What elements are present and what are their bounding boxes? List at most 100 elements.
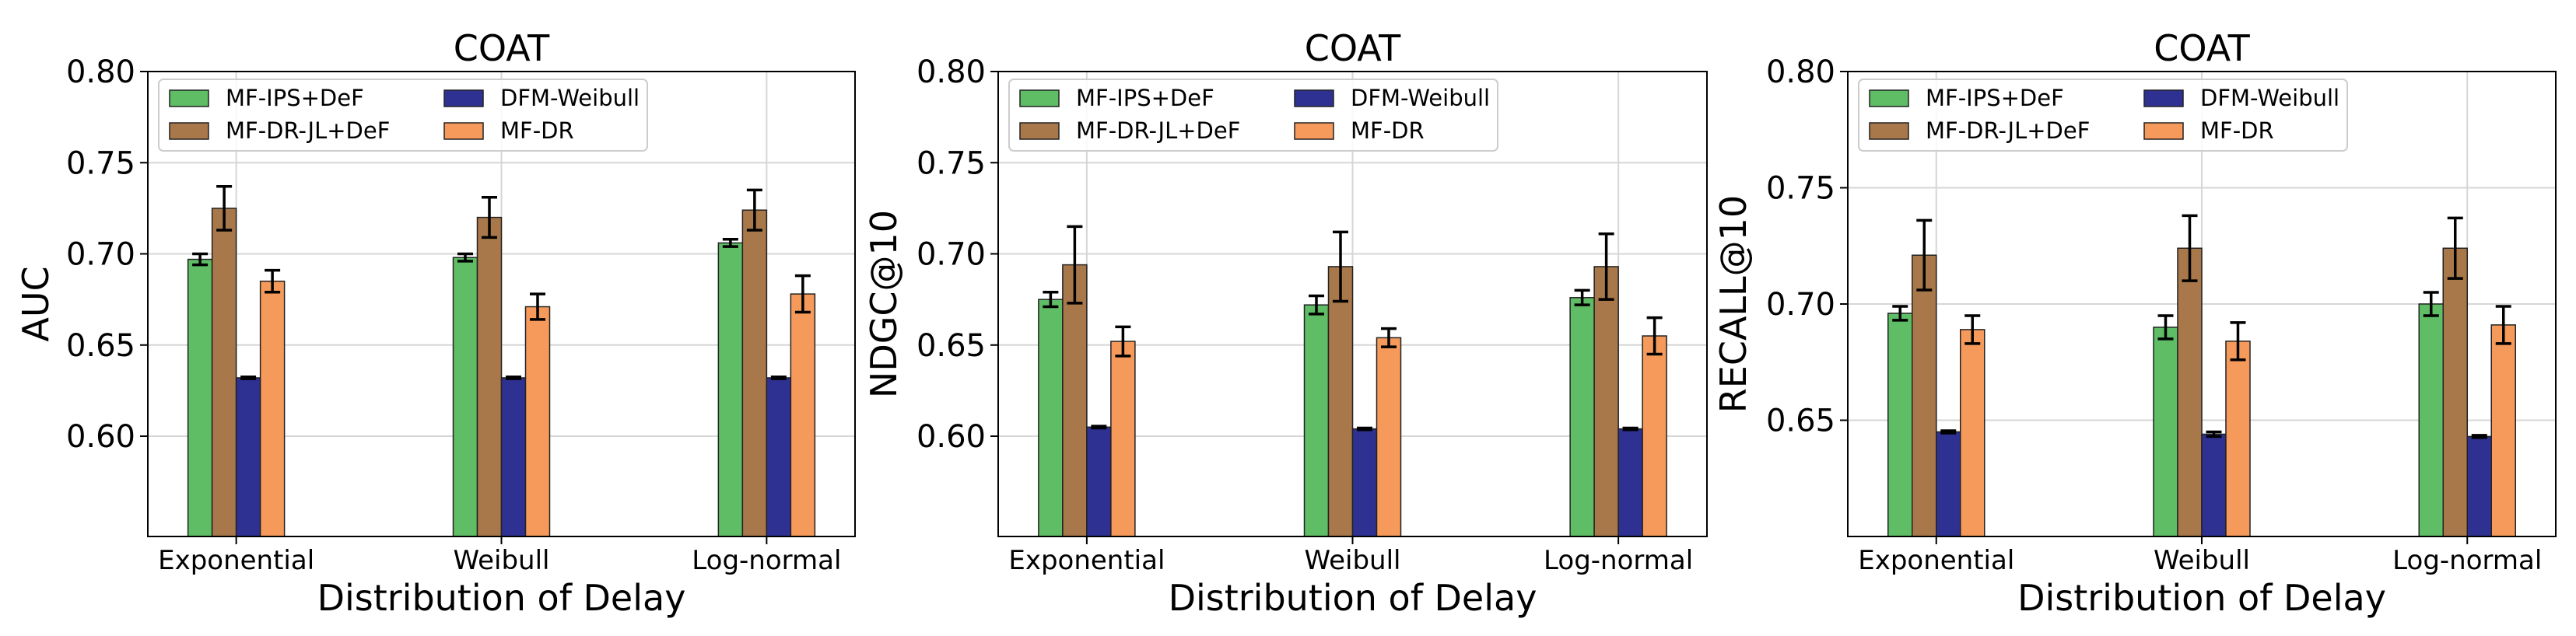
bar (2153, 327, 2178, 537)
bar (1593, 266, 1619, 537)
y-tick-label: 0.75 (1766, 171, 1835, 207)
bar (1617, 428, 1643, 537)
chart-panel-auc: COAT AUC Distribution of Delay 0.600.650… (15, 27, 856, 619)
bar (524, 306, 551, 537)
bar (741, 209, 768, 537)
bar (1062, 264, 1088, 537)
x-tick-label: Log-normal (2392, 545, 2542, 576)
chart-legend: MF-IPS+DeF MF-DR-JL+DeF DFM-Weibull MF-D… (1008, 79, 1498, 152)
y-tick-label: 0.80 (1766, 54, 1835, 90)
bar (211, 208, 237, 537)
y-tick-label: 0.80 (916, 54, 986, 90)
legend-swatch (169, 89, 209, 107)
plot-area: 0.65 0.70 0.75 0.80 Exponential Weibull Log-no… (1766, 54, 2557, 576)
y-axis-label: NDGC@10 (863, 210, 905, 398)
bar (2177, 247, 2203, 537)
bar (1038, 299, 1064, 537)
y-tick-label: 0.65 (66, 328, 135, 364)
bar (2418, 303, 2444, 537)
x-tick-label: Weibull (2154, 545, 2250, 576)
chart-panel-ndcg: COAT NDGC@10 Distribution of Delay 0.600… (863, 27, 1708, 619)
legend-label: MF-DR (500, 117, 574, 144)
legend-swatch (443, 122, 484, 140)
chart-legend: MF-IPS+DeF MF-DR-JL+DeF DFM-Weibull MF-D… (1858, 79, 2348, 152)
legend-label: DFM-Weibull (1351, 85, 1490, 111)
legend-label: MF-IPS+DeF (1076, 85, 1214, 111)
legend-swatch (1294, 122, 1334, 140)
bar (790, 293, 816, 537)
legend-swatch (1019, 122, 1060, 140)
bar (1569, 297, 1595, 537)
legend-label: MF-DR-JL+DeF (1926, 117, 2090, 144)
legend-label: MF-DR-JL+DeF (1076, 117, 1240, 144)
legend-label: DFM-Weibull (2200, 85, 2339, 111)
y-tick-label: 0.75 (66, 145, 135, 181)
legend-label: MF-IPS+DeF (1926, 85, 2064, 111)
legend-label: MF-DR-JL+DeF (226, 117, 390, 144)
x-tick-label: Log-normal (692, 545, 841, 576)
legend-frame (1008, 79, 1498, 152)
legend-swatch (1294, 89, 1334, 107)
x-tick-label: Exponential (158, 545, 314, 576)
legend-swatch (1869, 89, 1909, 107)
bar (1642, 335, 1667, 537)
x-tick-label: Exponential (1858, 545, 2014, 576)
chart-title: COAT (454, 27, 550, 69)
bar (2442, 247, 2468, 537)
legend-label: MF-DR (2200, 117, 2274, 144)
y-tick-label: 0.80 (66, 54, 135, 90)
chart-panel-recall: COAT RECALL@10 Distribution of Delay 0.6… (1712, 27, 2557, 619)
bar (500, 377, 527, 537)
legend-swatch (1019, 89, 1060, 107)
bar (235, 377, 261, 537)
bar (1912, 254, 1937, 537)
y-tick-label: 0.60 (66, 419, 135, 455)
x-axis-label: Distribution of Delay (1169, 577, 1537, 619)
bar (1887, 313, 1913, 537)
bar (1110, 341, 1136, 537)
y-tick-label: 0.70 (66, 237, 135, 273)
bar (1303, 304, 1330, 537)
legend-swatch (169, 122, 209, 140)
bar (1960, 329, 1985, 537)
bar (452, 257, 478, 537)
bar (1351, 428, 1378, 537)
legend-swatch (443, 89, 484, 107)
y-tick-label: 0.70 (916, 237, 986, 273)
legend-frame (1858, 79, 2348, 152)
bar (1936, 431, 1961, 537)
x-tick-label: Exponential (1008, 545, 1165, 576)
legend-frame (158, 79, 648, 152)
bar (187, 258, 213, 537)
y-tick-label: 0.65 (916, 328, 986, 364)
plot-area: 0.60 0.65 0.70 0.75 0.80 Exponential Weibull Lo… (916, 54, 1708, 576)
bar (766, 377, 792, 537)
legend-label: MF-DR (1351, 117, 1425, 144)
bar (1376, 337, 1402, 537)
y-tick-label: 0.65 (1766, 404, 1835, 439)
x-axis-label: Distribution of Delay (2017, 577, 2386, 619)
bar (1086, 426, 1112, 537)
x-tick-label: Log-normal (1544, 545, 1693, 576)
legend-swatch (2143, 122, 2184, 140)
legend-label: MF-IPS+DeF (226, 85, 364, 111)
bar (2225, 341, 2251, 537)
bar (2201, 433, 2227, 537)
chart-legend: MF-IPS+DeF MF-DR-JL+DeF DFM-Weibull MF-D… (158, 79, 648, 152)
y-axis-label: RECALL@10 (1712, 195, 1754, 413)
bar (717, 242, 744, 537)
legend-swatch (2143, 89, 2184, 107)
y-tick-label: 0.75 (916, 145, 986, 181)
y-tick-label: 0.60 (916, 419, 986, 455)
plot-area: 0.60 0.65 0.70 0.75 0.80 Exponential Weibull Lo… (66, 54, 856, 576)
x-tick-label: Weibull (1304, 545, 1400, 576)
chart-title: COAT (2154, 27, 2250, 69)
legend-swatch (1869, 122, 1909, 140)
bar (1327, 266, 1354, 537)
bar (2466, 435, 2492, 537)
x-axis-label: Distribution of Delay (317, 577, 686, 619)
bar (476, 216, 503, 537)
y-tick-label: 0.70 (1766, 287, 1835, 323)
legend-label: DFM-Weibull (500, 85, 640, 111)
